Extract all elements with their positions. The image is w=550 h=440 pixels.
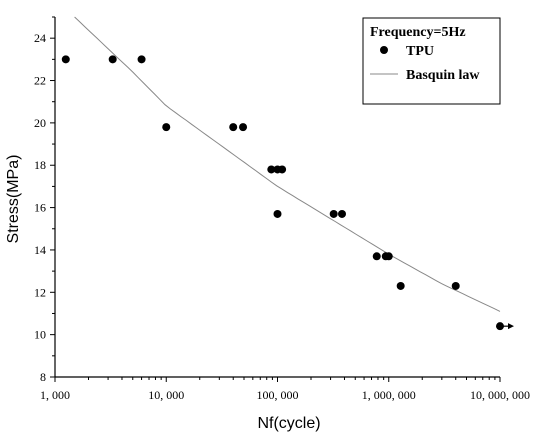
tpu-point bbox=[137, 55, 146, 64]
y-tick-label: 14 bbox=[34, 243, 46, 257]
tpu-point bbox=[239, 123, 248, 132]
legend-title: Frequency=5Hz bbox=[370, 25, 466, 40]
tpu-point bbox=[384, 252, 393, 261]
tpu-point bbox=[267, 165, 276, 174]
x-tick-label: 100, 000 bbox=[257, 388, 299, 402]
x-tick-label: 1, 000 bbox=[40, 388, 70, 402]
legend-box bbox=[362, 17, 501, 105]
y-tick-label: 12 bbox=[34, 285, 46, 299]
y-tick-label: 16 bbox=[34, 201, 46, 215]
tpu-point bbox=[372, 252, 381, 261]
y-tick-label: 18 bbox=[34, 158, 46, 172]
runout-arrow-group bbox=[500, 323, 514, 330]
y-tick-label: 22 bbox=[34, 74, 46, 88]
y-axis-ticks: 8 10 12 14 16 18 20 22 24 bbox=[34, 16, 55, 384]
x-tick-label: 10, 000 bbox=[148, 388, 184, 402]
legend: Frequency=5Hz TPU Basquin law bbox=[362, 17, 501, 105]
x-tick-label: 1, 000, 000 bbox=[362, 388, 416, 402]
tpu-point bbox=[451, 281, 460, 290]
tpu-point bbox=[329, 209, 338, 218]
y-tick-label: 20 bbox=[34, 116, 46, 130]
x-axis-label: Nf(cycle) bbox=[257, 415, 320, 432]
tpu-point bbox=[162, 123, 171, 132]
tpu-point bbox=[338, 209, 347, 218]
y-tick-label: 10 bbox=[34, 328, 46, 342]
tpu-point bbox=[396, 281, 405, 290]
tpu-point bbox=[108, 55, 117, 64]
y-tick-label: 8 bbox=[40, 370, 46, 384]
tpu-point bbox=[61, 55, 70, 64]
legend-tpu-label: TPU bbox=[406, 44, 434, 59]
x-tick-label: 10, 000, 000 bbox=[470, 388, 530, 402]
legend-tpu-marker bbox=[380, 46, 388, 54]
y-tick-label: 24 bbox=[34, 31, 46, 45]
fit-line-group bbox=[74, 16, 501, 312]
x-axis-ticks: 1, 000 10, 000 100, 000 1, 000, 000 10, 000,… bbox=[40, 377, 530, 402]
tpu-point bbox=[229, 123, 238, 132]
basquin-law-line bbox=[74, 16, 501, 312]
tpu-point bbox=[273, 209, 282, 218]
data-points bbox=[61, 55, 504, 331]
runout-arrow-head bbox=[508, 323, 514, 330]
y-axis-label: Stress(MPa) bbox=[5, 155, 22, 244]
tpu-point bbox=[278, 165, 287, 174]
legend-basquin-label: Basquin law bbox=[406, 68, 480, 83]
